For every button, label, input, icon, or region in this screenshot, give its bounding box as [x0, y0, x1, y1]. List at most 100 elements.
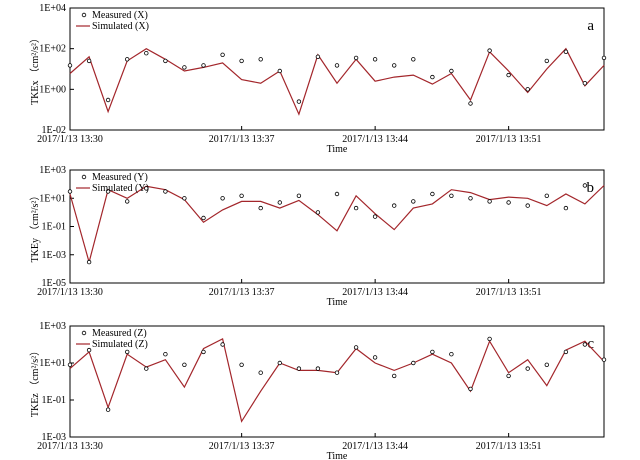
measured-point	[67, 63, 73, 68]
y-axis-title: TKEx （cm²/s²）	[29, 33, 41, 105]
measured-point	[506, 373, 511, 379]
measured-point	[563, 205, 569, 211]
y-tick-label: 1E+01	[39, 193, 66, 204]
y-tick-label: 1E+01	[39, 358, 66, 369]
x-tick-label: 2017/1/13 13:44	[342, 441, 408, 452]
measured-point	[86, 259, 92, 265]
legend-entry-measured: Measured (X)	[92, 10, 148, 21]
measured-point	[124, 349, 130, 355]
measured-point	[449, 68, 454, 74]
measured-point	[544, 193, 549, 198]
measured-point	[563, 349, 569, 355]
measured-point	[372, 355, 378, 360]
x-axis-title: Time	[327, 451, 348, 460]
chart-panel-b: 1E-05 1E-03 1E-01 1E+01 1E+03 2017/1/13 13:30…	[29, 165, 605, 308]
measured-point	[239, 362, 244, 367]
measured-point	[105, 97, 111, 103]
plot-frame	[69, 325, 605, 438]
legend-entry-simulated: Simulated (X)	[92, 21, 149, 32]
measured-point	[315, 366, 321, 371]
measured-point	[163, 189, 168, 194]
measured-point	[201, 63, 206, 68]
x-tick-label: 2017/1/13 13:51	[476, 441, 542, 452]
measured-point	[144, 186, 149, 191]
x-tick-label: 2017/1/13 13:51	[476, 134, 542, 145]
measured-point	[144, 366, 149, 371]
measured-point	[182, 362, 187, 367]
measured-point	[220, 342, 225, 347]
panel-letter: c	[587, 336, 594, 352]
measured-point	[67, 189, 73, 194]
measured-point	[258, 370, 263, 375]
measured-point	[525, 87, 530, 92]
x-tick-label: 2017/1/13 13:44	[342, 134, 408, 145]
x-tick-label: 2017/1/13 13:30	[37, 134, 103, 145]
measured-point	[124, 57, 130, 62]
measured-point	[258, 57, 263, 62]
measured-point	[163, 352, 168, 357]
measured-point	[468, 101, 473, 106]
measured-point	[220, 196, 225, 201]
measured-point	[334, 63, 340, 68]
measured-point	[182, 65, 187, 70]
measured-point	[258, 205, 263, 211]
measured-point	[296, 193, 302, 198]
measured-point	[105, 407, 111, 412]
x-tick-label: 2017/1/13 13:37	[209, 287, 275, 298]
chart-panel-c: 1E-03 1E-01 1E+01 1E+03 2017/1/13 13:30 2017/…	[29, 321, 607, 460]
measured-point	[144, 51, 149, 56]
measured-point	[582, 80, 588, 86]
measured-point	[353, 55, 359, 61]
measured-point	[86, 58, 92, 64]
chart-panel-a: 1E-02 1E+00 1E+02 1E+04 2017/1/13 13:30 2017/…	[29, 3, 607, 155]
legend-entry-simulated: Simulated (Z)	[92, 339, 148, 350]
panel-letter: a	[587, 18, 594, 34]
y-tick-label: 1E+00	[39, 84, 66, 95]
measured-point	[296, 99, 302, 104]
x-axis-title: Time	[327, 297, 348, 308]
measured-point	[544, 362, 549, 367]
measured-point	[67, 362, 73, 367]
y-tick-label: 1E-05	[42, 278, 66, 289]
x-axis-title: Time	[327, 144, 348, 155]
y-tick-label: 1E-03	[42, 432, 66, 443]
measured-point	[468, 196, 473, 201]
y-axis-title: TKEy （cm²/s²）	[29, 191, 41, 263]
measured-point	[372, 214, 378, 219]
measured-point	[601, 357, 607, 362]
y-tick-label: 1E-01	[42, 222, 66, 233]
measured-point	[563, 49, 569, 54]
legend-marker-measured	[81, 174, 87, 180]
simulated-series-line	[69, 185, 605, 265]
measured-point	[487, 336, 492, 342]
y-tick-label: 1E+04	[39, 3, 66, 14]
simulated-series-line	[69, 338, 605, 423]
y-tick-label: 1E+03	[39, 321, 66, 332]
measured-point	[315, 54, 321, 59]
measured-point	[525, 366, 530, 371]
measured-point	[182, 196, 187, 201]
measured-point	[411, 199, 416, 204]
measured-point	[353, 205, 359, 211]
measured-point	[582, 183, 588, 188]
y-tick-label: 1E-02	[42, 125, 66, 136]
simulated-series-line	[69, 47, 605, 116]
measured-point	[449, 352, 454, 357]
measured-point	[277, 200, 282, 205]
y-tick-label: 1E+03	[39, 165, 66, 176]
measured-point	[315, 210, 321, 215]
measured-point	[601, 55, 607, 61]
x-tick-label: 2017/1/13 13:51	[476, 287, 542, 298]
measured-point	[105, 189, 111, 194]
measured-point	[411, 360, 416, 366]
measured-point	[506, 200, 511, 205]
legend-marker-measured	[81, 12, 87, 18]
measured-point	[124, 199, 130, 204]
measured-point	[334, 370, 340, 375]
measured-point	[525, 203, 530, 208]
measured-point	[372, 57, 378, 62]
y-tick-label: 1E+02	[39, 44, 66, 55]
measured-point	[239, 193, 244, 198]
x-tick-label: 2017/1/13 13:30	[37, 287, 103, 298]
